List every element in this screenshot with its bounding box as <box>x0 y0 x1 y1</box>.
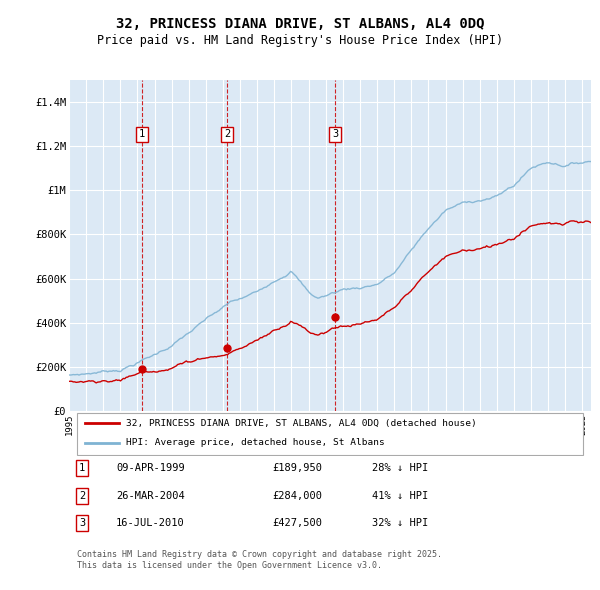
Text: £189,950: £189,950 <box>272 463 323 473</box>
Text: 26-MAR-2004: 26-MAR-2004 <box>116 491 185 501</box>
Text: 2: 2 <box>224 129 230 139</box>
Text: Price paid vs. HM Land Registry's House Price Index (HPI): Price paid vs. HM Land Registry's House … <box>97 34 503 47</box>
Text: HPI: Average price, detached house, St Albans: HPI: Average price, detached house, St A… <box>127 438 385 447</box>
Text: 32% ↓ HPI: 32% ↓ HPI <box>372 518 428 528</box>
Text: £427,500: £427,500 <box>272 518 323 528</box>
Text: 1: 1 <box>79 463 85 473</box>
Text: 3: 3 <box>332 129 338 139</box>
Text: 32, PRINCESS DIANA DRIVE, ST ALBANS, AL4 0DQ (detached house): 32, PRINCESS DIANA DRIVE, ST ALBANS, AL4… <box>127 419 477 428</box>
Text: 09-APR-1999: 09-APR-1999 <box>116 463 185 473</box>
Text: 41% ↓ HPI: 41% ↓ HPI <box>372 491 428 501</box>
Text: £284,000: £284,000 <box>272 491 323 501</box>
FancyBboxPatch shape <box>77 413 583 455</box>
Text: 3: 3 <box>79 518 85 528</box>
Text: 28% ↓ HPI: 28% ↓ HPI <box>372 463 428 473</box>
Text: 32, PRINCESS DIANA DRIVE, ST ALBANS, AL4 0DQ: 32, PRINCESS DIANA DRIVE, ST ALBANS, AL4… <box>116 17 484 31</box>
Text: 2: 2 <box>79 491 85 501</box>
Text: 1: 1 <box>139 129 145 139</box>
Text: 16-JUL-2010: 16-JUL-2010 <box>116 518 185 528</box>
Text: Contains HM Land Registry data © Crown copyright and database right 2025.
This d: Contains HM Land Registry data © Crown c… <box>77 550 442 571</box>
